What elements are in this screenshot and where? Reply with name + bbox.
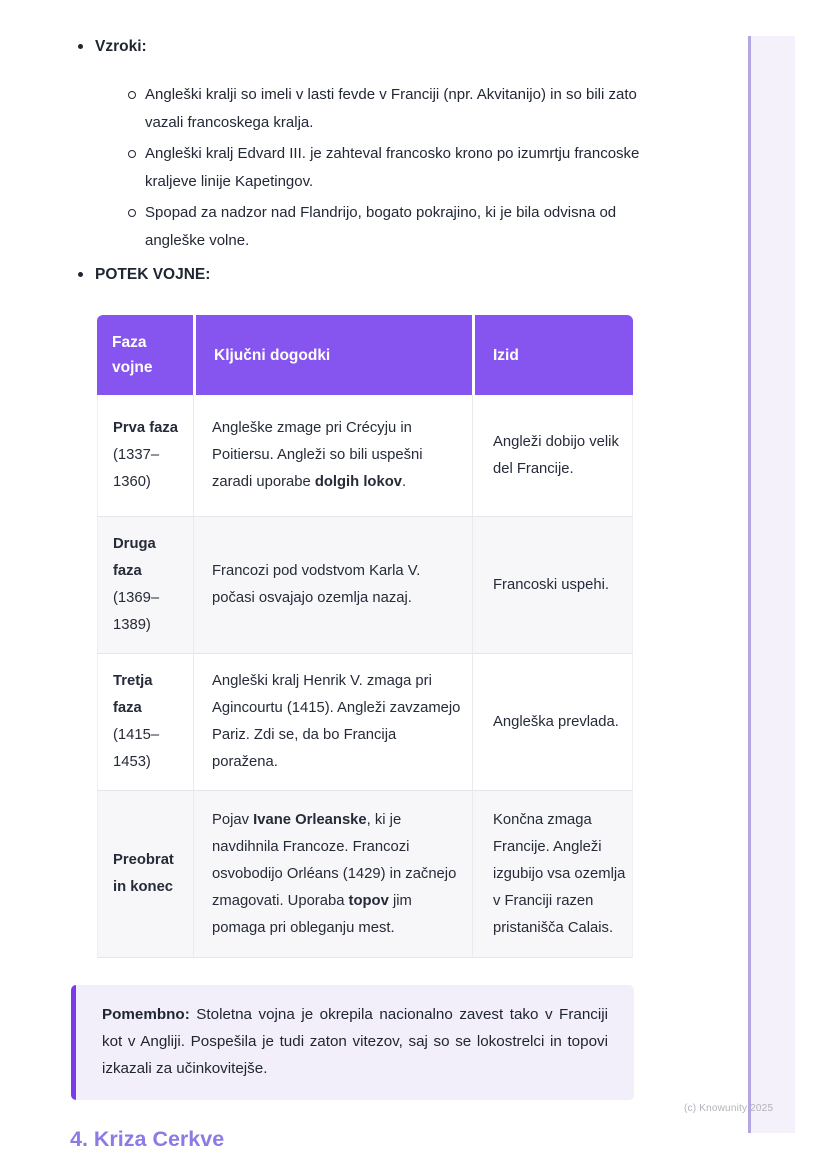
table-header-cell: Ključni dogodki xyxy=(193,315,472,395)
note-text: Pomembno: Stoletna vojna je okrepila nac… xyxy=(102,1006,608,1077)
phase-dates: (1415–1453) xyxy=(113,727,160,770)
outcome-cell: Francoski uspehi. xyxy=(472,517,633,654)
cause-item: Spopad za nadzor nad Flandrijo, bogato p… xyxy=(95,199,663,255)
causes-list: Angleški kralji so imeli v lasti fevde v… xyxy=(95,81,828,255)
copyright-credit: (c) Knowunity 2025 xyxy=(684,1103,774,1114)
causes-section: Vzroki: Angleški kralji so imeli v lasti… xyxy=(70,38,828,284)
cause-item: Angleški kralj Edvard III. je zahteval f… xyxy=(95,140,663,196)
outcome-cell: Končna zmaga Francije. Angleži izgubijo … xyxy=(472,791,633,958)
next-section-title: 4. Kriza Cerkve xyxy=(70,1127,225,1151)
table-row: Preobrat in konec Pojav Ivane Orleanske, … xyxy=(97,791,633,958)
phase-name: Druga faza xyxy=(113,536,156,579)
potek-label: POTEK VOJNE: xyxy=(95,266,211,283)
bullet-vzroki: Vzroki: Angleški kralji so imeli v lasti… xyxy=(70,38,828,255)
table-header-row: Faza vojne Ključni dogodki Izid xyxy=(97,315,633,395)
events-cell: Francozi pod vodstvom Karla V. počasi os… xyxy=(193,517,472,654)
table-row: Tretja faza (1415–1453) Angleški kralj Hen… xyxy=(97,654,633,791)
table-row: Druga faza (1369–1389) Francozi pod vodstv… xyxy=(97,517,633,654)
outcome-cell: Angleži dobijo velik del Francije. xyxy=(472,395,633,517)
events-cell: Angleške zmage pri Crécyju in Poitiersu.… xyxy=(193,395,472,517)
phase-cell: Preobrat in konec xyxy=(97,791,193,958)
vzroki-label: Vzroki: xyxy=(95,38,147,55)
table-row: Prva faza (1337–1360) Angleške zmage pri C… xyxy=(97,395,633,517)
phase-name: Prva faza xyxy=(113,420,178,436)
table-header-cell: Faza vojne xyxy=(97,315,193,395)
phase-cell: Druga faza (1369–1389) xyxy=(97,517,193,654)
war-table-body: Prva faza (1337–1360) Angleške zmage pri C… xyxy=(97,395,633,958)
phase-dates: (1337–1360) xyxy=(113,447,160,490)
cause-item: Angleški kralji so imeli v lasti fevde v… xyxy=(95,81,663,137)
phase-name: Tretja faza xyxy=(113,673,153,716)
phase-dates: (1369–1389) xyxy=(113,590,160,633)
war-phases-table: Faza vojne Ključni dogodki Izid Prva faza (… xyxy=(97,315,633,958)
table-header-cell: Izid xyxy=(472,315,633,395)
phase-cell: Prva faza (1337–1360) xyxy=(97,395,193,517)
phase-name: Preobrat in konec xyxy=(113,852,174,895)
page-margin-strip xyxy=(748,36,795,1133)
events-cell: Angleški kralj Henrik V. zmaga pri Aginc… xyxy=(193,654,472,791)
phase-cell: Tretja faza (1415–1453) xyxy=(97,654,193,791)
outcome-cell: Angleška prevlada. xyxy=(472,654,633,791)
important-note: Pomembno: Stoletna vojna je okrepila nac… xyxy=(71,985,634,1100)
bullet-potek-vojne: POTEK VOJNE: xyxy=(70,266,828,284)
events-cell: Pojav Ivane Orleanske, ki je navdihnila … xyxy=(193,791,472,958)
